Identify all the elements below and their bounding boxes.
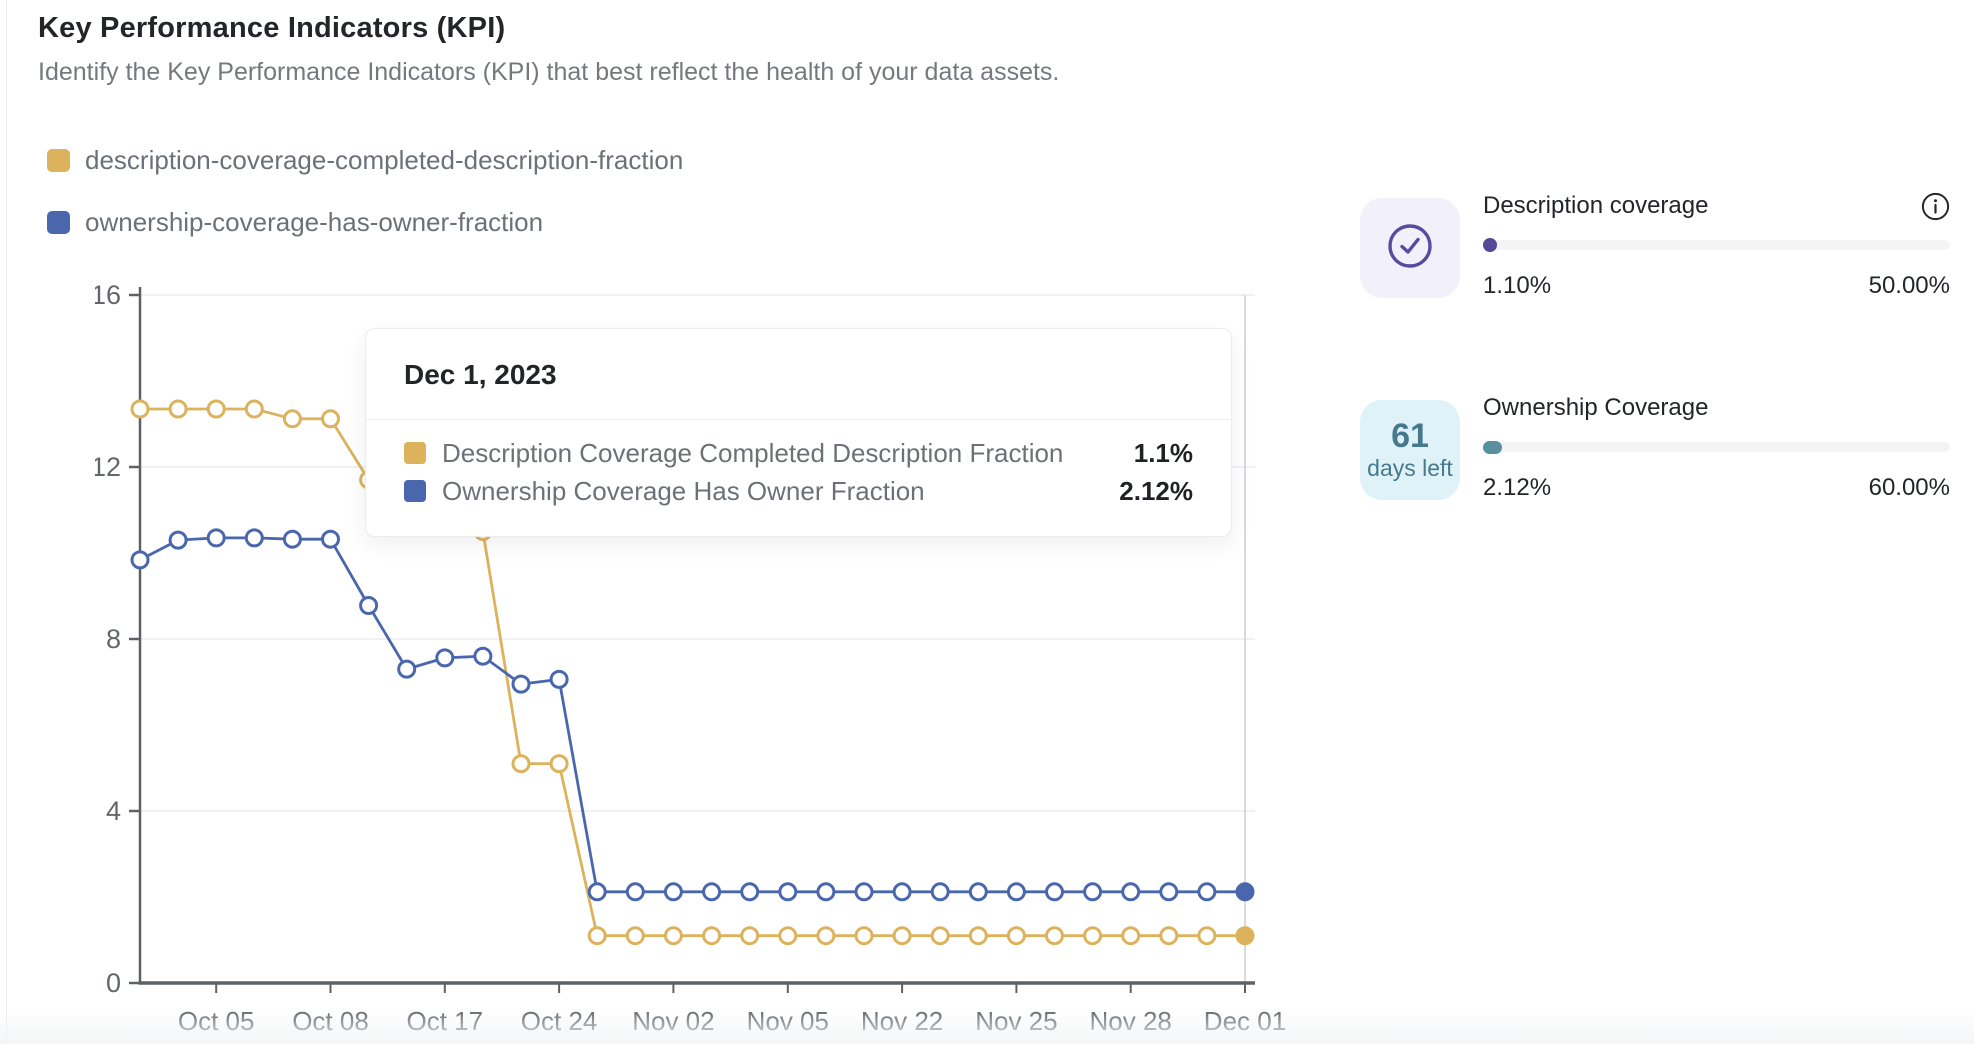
legend-swatch-icon bbox=[47, 210, 70, 234]
kpi-progress-bar bbox=[1483, 238, 1950, 252]
kpi-current-value: 2.12% bbox=[1483, 474, 1552, 501]
check-circle-icon bbox=[1386, 222, 1434, 275]
svg-text:8: 8 bbox=[106, 624, 121, 654]
progress-marker bbox=[1483, 238, 1497, 252]
chart-legend: description-coverage-completed-descripti… bbox=[47, 144, 684, 270]
days-left-number: 61 bbox=[1391, 416, 1429, 455]
page-title: Key Performance Indicators (KPI) bbox=[38, 12, 506, 44]
kpi-line-chart[interactable]: 0481216Oct 05Oct 08Oct 17Oct 24Nov 02Nov… bbox=[95, 230, 1345, 1040]
svg-text:4: 4 bbox=[106, 796, 121, 826]
info-icon[interactable] bbox=[1921, 192, 1950, 221]
kpi-card-title: Ownership Coverage bbox=[1483, 394, 1709, 421]
legend-swatch-icon bbox=[47, 148, 70, 172]
kpi-card-body: Description coverage 1.10% 50.00% bbox=[1483, 192, 1950, 300]
svg-text:0: 0 bbox=[106, 968, 121, 998]
legend-item-description-coverage[interactable]: description-coverage-completed-descripti… bbox=[47, 144, 684, 175]
progress-marker bbox=[1483, 440, 1502, 454]
legend-label: description-coverage-completed-descripti… bbox=[85, 144, 684, 175]
legend-item-ownership-coverage[interactable]: ownership-coverage-has-owner-fraction bbox=[47, 206, 683, 237]
bottom-fade bbox=[0, 1010, 1974, 1044]
kpi-target-value: 60.00% bbox=[1868, 474, 1950, 501]
kpi-target-value: 50.00% bbox=[1868, 272, 1950, 299]
tooltip-body: Description Coverage Completed Descripti… bbox=[366, 420, 1231, 536]
kpi-card-description-coverage: Description coverage 1.10% 50.00% bbox=[1360, 192, 1950, 300]
svg-text:16: 16 bbox=[95, 280, 121, 310]
svg-text:12: 12 bbox=[95, 452, 121, 482]
legend-label: ownership-coverage-has-owner-fraction bbox=[85, 206, 544, 237]
series-swatch-icon bbox=[404, 480, 426, 502]
tooltip-row: Ownership Coverage Has Owner Fraction 2.… bbox=[404, 472, 1193, 510]
page-subtitle: Identify the Key Performance Indicators … bbox=[38, 58, 1060, 86]
tooltip-series-value: 2.12% bbox=[1119, 475, 1193, 506]
kpi-status-badge bbox=[1360, 198, 1460, 298]
series-swatch-icon bbox=[404, 442, 426, 464]
kpi-current-value: 1.10% bbox=[1483, 272, 1552, 299]
kpi-card-ownership-coverage: 61 days left Ownership Coverage 2.12% 60… bbox=[1360, 394, 1950, 502]
kpi-progress-bar bbox=[1483, 440, 1950, 454]
tooltip-series-label: Description Coverage Completed Descripti… bbox=[442, 437, 1064, 468]
tooltip-series-value: 1.1% bbox=[1133, 437, 1193, 468]
kpi-days-left-badge: 61 days left bbox=[1360, 400, 1460, 500]
panel-edge-divider bbox=[6, 0, 7, 1044]
kpi-card-title: Description coverage bbox=[1483, 192, 1709, 219]
tooltip-row: Description Coverage Completed Descripti… bbox=[404, 434, 1193, 472]
chart-tooltip: Dec 1, 2023 Description Coverage Complet… bbox=[365, 328, 1232, 537]
kpi-card-body: Ownership Coverage 2.12% 60.00% bbox=[1483, 394, 1950, 502]
tooltip-series-label: Ownership Coverage Has Owner Fraction bbox=[442, 475, 925, 506]
days-left-label: days left bbox=[1367, 454, 1453, 481]
tooltip-date: Dec 1, 2023 bbox=[366, 329, 1231, 420]
